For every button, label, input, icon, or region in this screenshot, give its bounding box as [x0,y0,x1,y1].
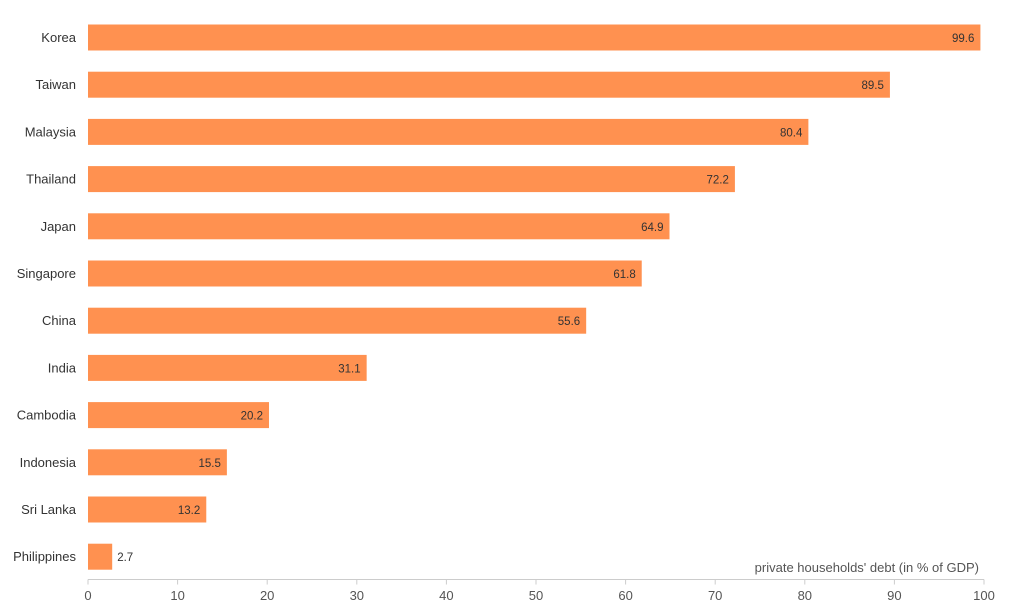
category-labels: Korea Taiwan Malaysia Thailand Japan Singapor… [13,30,77,564]
category-label-china: China [42,313,77,328]
bar-japan [88,213,670,240]
bar-singapore [88,260,642,287]
x-tick-label-100: 100 [973,588,995,603]
x-tick-label-10: 10 [170,588,184,603]
bar-korea [88,24,981,51]
bar-taiwan [88,71,890,98]
category-label-malaysia: Malaysia [25,124,77,139]
bar-philippines [88,543,113,570]
x-axis-title: private households' debt (in % of GDP) [755,560,979,575]
x-tick-label-60: 60 [618,588,632,603]
bar-thailand [88,166,735,193]
value-label-cambodia: 20.2 [241,411,263,423]
category-label-india: India [48,360,77,375]
value-label-taiwan: 89.5 [862,80,884,92]
value-labels: 99.6 89.5 80.4 72.2 64.9 61.8 55.6 31.1 20.2 15.5… [117,33,974,564]
category-label-japan: Japan [41,219,76,234]
value-label-philippines: 2.7 [117,552,133,564]
value-label-india: 31.1 [338,363,360,375]
category-label-cambodia: Cambodia [17,408,77,423]
x-tick-label-40: 40 [439,588,453,603]
category-label-philippines: Philippines [13,549,76,564]
x-axis-ticks: 0 10 20 30 40 50 60 70 80 90 100 [84,579,995,603]
bar-china [88,307,587,334]
value-label-malaysia: 80.4 [780,127,803,139]
category-label-sri-lanka: Sri Lanka [21,502,77,517]
value-label-korea: 99.6 [952,33,974,45]
x-tick-label-70: 70 [708,588,722,603]
value-label-thailand: 72.2 [707,175,729,187]
bar-india [88,354,367,381]
value-label-sri-lanka: 13.2 [178,505,200,517]
bar-indonesia [88,449,227,476]
value-label-singapore: 61.8 [613,269,635,281]
x-tick-label-20: 20 [260,588,274,603]
category-label-singapore: Singapore [17,266,76,281]
bar-sri-lanka [88,496,207,523]
x-tick-label-50: 50 [529,588,543,603]
category-label-indonesia: Indonesia [20,455,77,470]
bar-malaysia [88,118,809,145]
x-tick-label-80: 80 [798,588,812,603]
value-label-japan: 64.9 [641,222,663,234]
bar-cambodia [88,402,269,429]
x-tick-label-0: 0 [84,588,91,603]
category-label-korea: Korea [41,30,76,45]
value-label-china: 55.6 [558,316,580,328]
x-tick-label-90: 90 [887,588,901,603]
value-label-indonesia: 15.5 [198,458,220,470]
x-tick-label-30: 30 [350,588,364,603]
bars-layer [88,24,981,570]
category-label-thailand: Thailand [26,172,76,187]
category-label-taiwan: Taiwan [36,77,76,92]
